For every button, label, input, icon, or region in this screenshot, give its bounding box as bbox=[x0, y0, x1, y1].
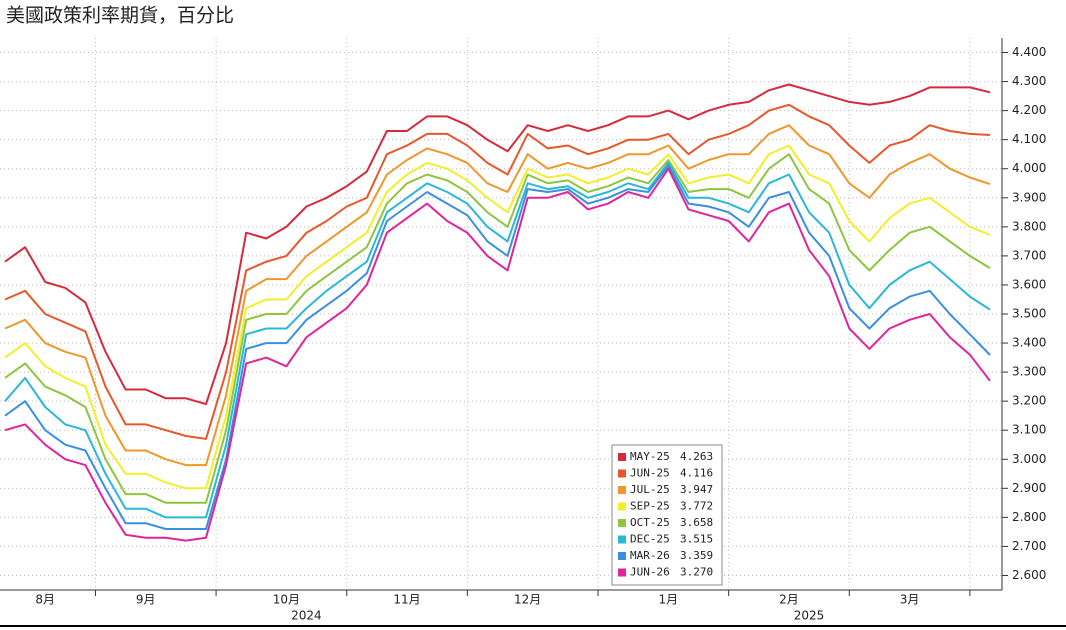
x-tick-label: 2月 bbox=[779, 593, 799, 607]
y-tick-label: 3.000 bbox=[1012, 452, 1046, 466]
year-label: 2025 bbox=[794, 609, 825, 623]
series-line bbox=[4, 103, 991, 440]
legend-label: MAR-26 bbox=[630, 549, 670, 562]
legend-swatch bbox=[618, 502, 626, 511]
series-line bbox=[4, 153, 991, 504]
x-tick-label: 11月 bbox=[393, 593, 420, 607]
legend-swatch bbox=[618, 453, 626, 461]
year-label: 2024 bbox=[291, 609, 322, 623]
y-tick-label: 2.700 bbox=[1012, 539, 1046, 553]
legend-swatch bbox=[618, 568, 626, 577]
y-tick-label: 3.300 bbox=[1012, 365, 1046, 379]
legend-swatch bbox=[618, 552, 626, 560]
y-tick-label: 4.000 bbox=[1012, 161, 1046, 175]
legend-value: 4.116 bbox=[680, 467, 713, 480]
x-tick-label: 9月 bbox=[136, 593, 156, 607]
legend-value: 3.270 bbox=[680, 566, 713, 579]
legend-value: 3.947 bbox=[680, 483, 713, 496]
legend-label: MAY-25 bbox=[630, 450, 670, 463]
legend-swatch bbox=[618, 535, 626, 544]
legend-value: 3.772 bbox=[680, 500, 713, 513]
legend-swatch bbox=[618, 486, 626, 494]
series-line bbox=[4, 124, 991, 467]
chart-title: 美國政策利率期貨，百分比 bbox=[6, 5, 234, 27]
legend-box bbox=[611, 444, 723, 586]
x-tick-label: 1月 bbox=[659, 593, 679, 607]
series-line bbox=[4, 167, 991, 542]
y-tick-label: 3.400 bbox=[1012, 336, 1046, 350]
legend-swatch bbox=[618, 469, 626, 478]
legend-value: 3.515 bbox=[680, 533, 713, 546]
legend-label: JUN-25 bbox=[630, 467, 670, 480]
legend-label: OCT-25 bbox=[630, 516, 670, 529]
x-tick-label: 8月 bbox=[35, 593, 55, 607]
legend-value: 3.359 bbox=[680, 549, 713, 562]
legend-label: SEP-25 bbox=[630, 500, 670, 513]
y-tick-label: 3.600 bbox=[1012, 277, 1046, 291]
series-line bbox=[4, 144, 991, 490]
legend-value: 3.658 bbox=[680, 516, 713, 529]
y-tick-label: 4.400 bbox=[1012, 45, 1046, 59]
y-tick-label: 3.900 bbox=[1012, 190, 1046, 204]
y-tick-label: 2.900 bbox=[1012, 481, 1046, 495]
legend-label: JUN-26 bbox=[630, 566, 670, 579]
series-line bbox=[4, 164, 991, 530]
y-tick-label: 3.500 bbox=[1012, 307, 1046, 321]
x-tick-label: 10月 bbox=[273, 593, 300, 607]
series-line bbox=[4, 83, 991, 406]
y-tick-label: 2.600 bbox=[1012, 568, 1046, 582]
y-tick-label: 3.700 bbox=[1012, 248, 1046, 262]
y-tick-label: 2.800 bbox=[1012, 510, 1046, 524]
y-tick-label: 3.200 bbox=[1012, 394, 1046, 408]
legend-swatch bbox=[618, 519, 626, 527]
legend-value: 4.263 bbox=[680, 450, 713, 463]
legend-label: JUL-25 bbox=[630, 483, 670, 496]
legend: MAY-25 4.263 JUN-25 4.116 JUL-25 3.947 SEP-25 3… bbox=[611, 444, 723, 586]
y-tick-label: 3.800 bbox=[1012, 219, 1046, 233]
y-tick-label: 4.100 bbox=[1012, 132, 1046, 146]
x-tick-label: 3月 bbox=[900, 593, 920, 607]
y-tick-label: 4.200 bbox=[1012, 103, 1046, 117]
series-line bbox=[4, 161, 991, 519]
legend-label: DEC-25 bbox=[630, 533, 670, 546]
x-tick-label: 12月 bbox=[514, 593, 541, 607]
y-tick-label: 4.300 bbox=[1012, 74, 1046, 88]
y-tick-label: 3.100 bbox=[1012, 423, 1046, 437]
